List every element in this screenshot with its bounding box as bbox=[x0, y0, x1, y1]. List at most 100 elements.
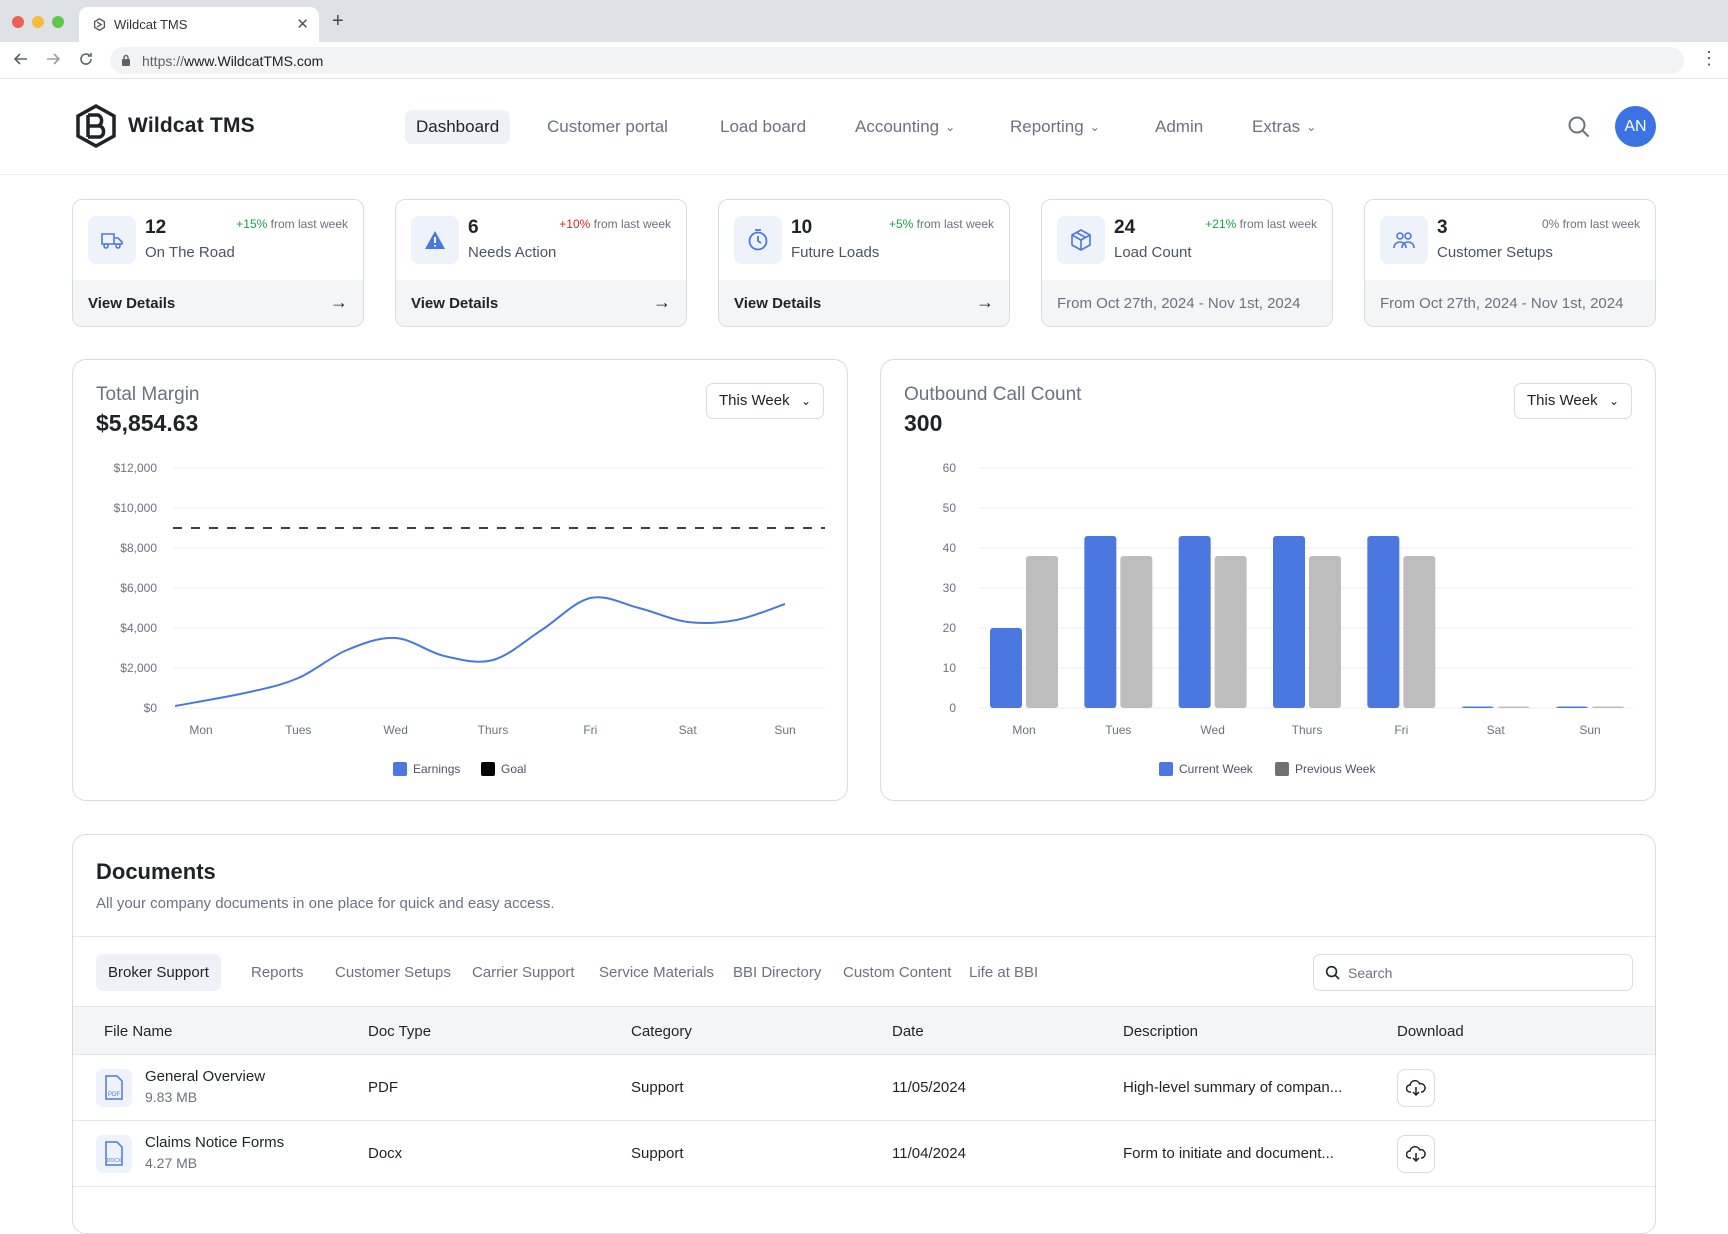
range-select[interactable]: This Week ⌄ bbox=[1514, 383, 1632, 419]
search-icon[interactable] bbox=[1567, 115, 1591, 139]
table-row[interactable]: PDF General Overview 9.83 MB PDF Support… bbox=[73, 1055, 1655, 1121]
column-header[interactable]: Doc Type bbox=[368, 1023, 432, 1040]
date: 11/04/2024 bbox=[892, 1145, 966, 1162]
nav-admin[interactable]: Admin bbox=[1144, 110, 1214, 144]
date-range-footer: From Oct 27th, 2024 - Nov 1st, 2024 bbox=[1042, 280, 1332, 326]
view-details-link[interactable]: View Details → bbox=[396, 280, 686, 326]
tab-carrier-support[interactable]: Carrier Support bbox=[472, 964, 575, 981]
new-tab-button[interactable]: + bbox=[332, 10, 344, 32]
y-tick-label: 60 bbox=[943, 461, 957, 475]
browser-tab-bar: Wildcat TMS ✕ + bbox=[0, 0, 1728, 42]
y-tick-label: $12,000 bbox=[114, 461, 158, 475]
y-tick-label: $8,000 bbox=[120, 541, 157, 555]
truck-icon bbox=[88, 216, 136, 264]
view-details-label: View Details bbox=[411, 295, 499, 312]
x-tick-label: Sat bbox=[679, 723, 698, 737]
favicon-icon bbox=[93, 18, 106, 31]
bar-current-week bbox=[990, 628, 1022, 708]
svg-text:PDF: PDF bbox=[108, 1092, 120, 1098]
y-tick-label: 20 bbox=[943, 621, 957, 635]
legend-swatch bbox=[1159, 762, 1173, 776]
x-tick-label: Mon bbox=[1012, 723, 1035, 737]
download-button[interactable] bbox=[1397, 1069, 1435, 1107]
column-header[interactable]: Date bbox=[892, 1023, 924, 1040]
reload-icon[interactable] bbox=[78, 51, 94, 67]
tab-custom-content[interactable]: Custom Content bbox=[843, 964, 952, 981]
stat-card-needs-action: 6 Needs Action +10% from last week View … bbox=[395, 199, 687, 327]
range-select[interactable]: This Week ⌄ bbox=[706, 383, 824, 419]
x-tick-label: Wed bbox=[383, 723, 407, 737]
divider bbox=[73, 936, 1655, 937]
browser-toolbar: https://www.WildcatTMS.com ⋮ bbox=[0, 42, 1728, 79]
nav-dashboard[interactable]: Dashboard bbox=[405, 110, 511, 144]
table-row[interactable]: DOCX Claims Notice Forms 4.27 MB Docx Su… bbox=[73, 1121, 1655, 1187]
pdf-file-icon: PDF bbox=[96, 1069, 132, 1107]
y-tick-label: 30 bbox=[943, 581, 957, 595]
tab-customer-setups[interactable]: Customer Setups bbox=[335, 964, 451, 981]
maximize-window-button[interactable] bbox=[52, 16, 64, 28]
x-tick-label: Wed bbox=[1200, 723, 1224, 737]
column-header[interactable]: File Name bbox=[104, 1023, 173, 1040]
stat-card-customer-setups: 3 Customer Setups 0% from last week From… bbox=[1364, 199, 1656, 327]
y-tick-label: $2,000 bbox=[120, 661, 157, 675]
back-icon[interactable] bbox=[13, 51, 29, 67]
view-details-link[interactable]: View Details → bbox=[719, 280, 1009, 326]
stat-change: +10% from last week bbox=[559, 217, 671, 231]
doc-type: PDF bbox=[368, 1079, 398, 1096]
category: Support bbox=[631, 1145, 684, 1162]
browser-menu-icon[interactable]: ⋮ bbox=[1700, 48, 1718, 68]
tab-reports[interactable]: Reports bbox=[251, 964, 304, 981]
chevron-down-icon: ⌄ bbox=[1306, 120, 1317, 134]
nav-load-board[interactable]: Load board bbox=[709, 110, 817, 144]
tab-broker-support[interactable]: Broker Support bbox=[96, 954, 221, 991]
browser-tab[interactable]: Wildcat TMS ✕ bbox=[79, 7, 319, 42]
search-input[interactable] bbox=[1348, 955, 1618, 990]
column-header[interactable]: Download bbox=[1397, 1023, 1464, 1040]
stat-label: Load Count bbox=[1114, 244, 1192, 261]
nav-accounting[interactable]: Accounting ⌄ bbox=[844, 110, 966, 144]
y-tick-label: 40 bbox=[943, 541, 957, 555]
x-tick-label: Mon bbox=[189, 723, 212, 737]
avatar[interactable]: AN bbox=[1615, 106, 1656, 147]
tab-service-materials[interactable]: Service Materials bbox=[599, 964, 715, 981]
nav-reporting-label: Reporting bbox=[1010, 117, 1084, 136]
chevron-down-icon: ⌄ bbox=[1608, 394, 1619, 408]
view-details-label: View Details bbox=[734, 295, 822, 312]
search-icon bbox=[1325, 965, 1340, 980]
y-tick-label: $10,000 bbox=[114, 501, 158, 515]
date-range-label: From Oct 27th, 2024 - Nov 1st, 2024 bbox=[1057, 295, 1301, 312]
nav-reporting[interactable]: Reporting ⌄ bbox=[999, 110, 1111, 144]
column-header[interactable]: Category bbox=[631, 1023, 692, 1040]
file-name: General Overview bbox=[145, 1068, 266, 1085]
file-size: 4.27 MB bbox=[145, 1155, 198, 1171]
forward-icon[interactable] bbox=[45, 51, 61, 67]
bar-current-week bbox=[1367, 536, 1400, 708]
bar-previous-week bbox=[1026, 556, 1058, 708]
address-bar[interactable]: https://www.WildcatTMS.com bbox=[110, 47, 1684, 74]
file-size: 9.83 MB bbox=[145, 1089, 198, 1105]
legend-swatch-earnings bbox=[393, 762, 407, 776]
nav-customer-portal-label: Customer portal bbox=[547, 117, 668, 136]
tab-life-at-bbi[interactable]: Life at BBI bbox=[969, 964, 1039, 981]
view-details-link[interactable]: View Details → bbox=[73, 280, 363, 326]
outbound-call-card: Outbound Call Count 300 This Week ⌄ 0 10 20… bbox=[880, 359, 1656, 801]
box-icon bbox=[1057, 216, 1105, 264]
stat-label: Customer Setups bbox=[1437, 244, 1553, 261]
nav-customer-portal[interactable]: Customer portal bbox=[536, 110, 679, 144]
date-range-footer: From Oct 27th, 2024 - Nov 1st, 2024 bbox=[1365, 280, 1655, 326]
documents-card: Documents All your company documents in … bbox=[72, 834, 1656, 1234]
column-header[interactable]: Description bbox=[1123, 1023, 1199, 1040]
tab-bbi-directory[interactable]: BBI Directory bbox=[733, 964, 822, 981]
close-window-button[interactable] bbox=[12, 16, 24, 28]
stat-card-load-count: 24 Load Count +21% from last week From O… bbox=[1041, 199, 1333, 327]
chevron-down-icon: ⌄ bbox=[800, 394, 811, 408]
nav-extras[interactable]: Extras ⌄ bbox=[1241, 110, 1327, 144]
x-tick-label: Thurs bbox=[1292, 723, 1323, 737]
warning-icon bbox=[411, 216, 459, 264]
tab-close-icon[interactable]: ✕ bbox=[296, 16, 309, 33]
nav-load-board-label: Load board bbox=[720, 117, 807, 136]
chevron-down-icon: ⌄ bbox=[1089, 120, 1100, 134]
download-button[interactable] bbox=[1397, 1135, 1435, 1173]
x-tick-label: Tues bbox=[285, 723, 311, 737]
minimize-window-button[interactable] bbox=[32, 16, 44, 28]
